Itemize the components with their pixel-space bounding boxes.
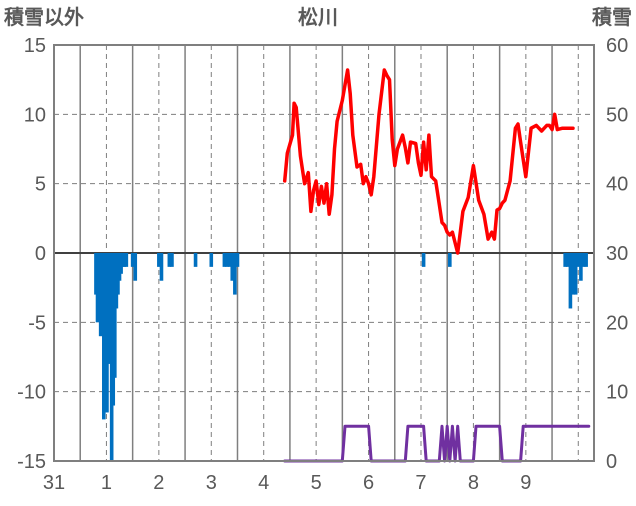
precipitation-bar [113, 253, 117, 378]
precipitation-bar [130, 253, 135, 267]
line-layer [282, 68, 591, 463]
precipitation-bar [133, 253, 138, 281]
precipitation-bar [584, 253, 588, 267]
temperature-line [282, 68, 575, 255]
left-tick-label: -10 [17, 382, 46, 404]
precipitation-bar [159, 253, 164, 281]
precipitation-bar [209, 253, 214, 267]
right-tick-label: 50 [606, 104, 628, 126]
precipitation-bar [222, 253, 227, 267]
precipitation-bar [565, 253, 570, 267]
precipitation-bar [157, 253, 161, 267]
x-tick-label: 7 [415, 472, 426, 494]
left-tick-label: 15 [24, 35, 46, 57]
left-axis-label: 積雪以外 [4, 5, 84, 29]
plot-frame [53, 44, 595, 462]
precipitation-bar [167, 253, 172, 267]
precipitation-bar [563, 253, 567, 267]
left-tick-label: -15 [17, 451, 46, 473]
precipitation-bar [568, 253, 573, 309]
precipitation-bar [122, 253, 127, 267]
x-tick-label: 8 [468, 472, 479, 494]
precipitation-bar [170, 253, 174, 267]
precipitation-bar [124, 253, 129, 267]
x-tick-label: 5 [311, 472, 322, 494]
snow-line [283, 424, 591, 463]
label-layer: 松川 積雪以外 積雪 [4, 5, 632, 29]
right-tick-label: 0 [606, 451, 617, 473]
right-tick-label: 60 [606, 35, 628, 57]
precipitation-bar [573, 253, 578, 295]
right-tick-label: 20 [606, 312, 628, 334]
right-tick-label: 10 [606, 382, 628, 404]
left-tick-label: 0 [35, 243, 46, 265]
x-tick-label: 3 [206, 472, 217, 494]
x-tick-label: 6 [363, 472, 374, 494]
precipitation-bar [576, 253, 581, 267]
left-tick-label: -5 [28, 312, 46, 334]
right-tick-label: 40 [606, 174, 628, 196]
precipitation-bar [230, 253, 235, 281]
left-tick-label: 10 [24, 104, 46, 126]
precipitation-bar [579, 253, 583, 281]
precipitation-bar [421, 253, 426, 267]
x-tick-label: 9 [520, 472, 531, 494]
precipitation-bars [94, 253, 588, 461]
x-tick-label: 31 [43, 472, 65, 494]
precipitation-bar [448, 253, 452, 267]
precipitation-bar [227, 253, 232, 267]
precipitation-bar [571, 253, 575, 295]
precipitation-bar [233, 253, 237, 295]
x-tick-label: 4 [258, 472, 269, 494]
precipitation-bar [581, 253, 586, 267]
precipitation-bar [193, 253, 198, 267]
x-tick-label: 2 [153, 472, 164, 494]
left-tick-label: 5 [35, 174, 46, 196]
precipitation-bar [105, 253, 109, 413]
x-tick-label: 1 [101, 472, 112, 494]
precipitation-bar [235, 253, 240, 267]
plot-border [53, 44, 595, 462]
right-axis-label: 積雪 [592, 6, 632, 29]
right-tick-label: 30 [606, 243, 628, 265]
chart-title: 松川 [298, 6, 338, 29]
precipitation-bar [225, 253, 229, 267]
